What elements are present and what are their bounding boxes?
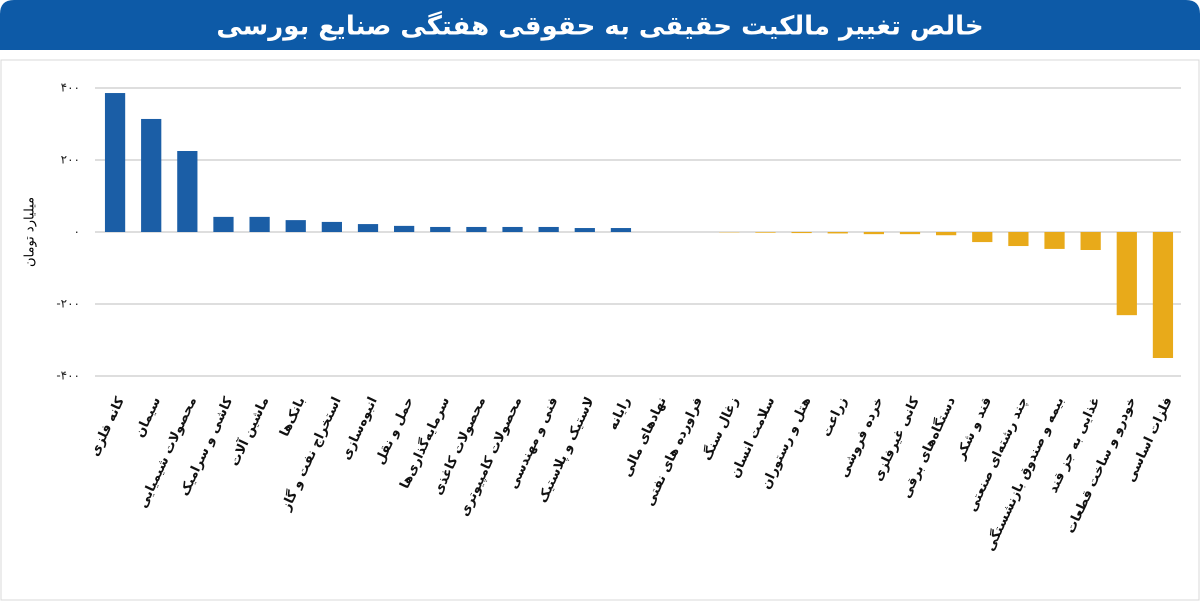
bar xyxy=(755,232,776,233)
y-tick-label: ۴۰۰ xyxy=(61,81,80,95)
chart-title: خالص تغییر مالکیت حقیقی به حقوقی هفتگی ص… xyxy=(216,11,983,42)
bar xyxy=(321,221,342,232)
x-tick-label: رایانه xyxy=(606,395,634,433)
bar xyxy=(466,226,487,232)
bar xyxy=(430,226,451,232)
bar xyxy=(899,232,921,235)
bar xyxy=(538,226,559,232)
x-tick-label: خودرو و ساخت قطعات xyxy=(1063,395,1139,536)
bar xyxy=(791,232,812,234)
x-tick-label: زراعت xyxy=(819,395,850,439)
bar xyxy=(285,220,306,232)
y-tick-label: ۲۰۰ xyxy=(61,153,80,167)
x-tick-label: زغال سنگ xyxy=(699,394,742,463)
bar xyxy=(610,228,632,232)
bar xyxy=(502,226,523,232)
bar xyxy=(177,151,198,232)
bar xyxy=(104,93,126,232)
bar xyxy=(1044,232,1065,249)
x-tick-label: انبوه‌سازی xyxy=(339,395,381,463)
x-tick-label: سیمان xyxy=(132,395,164,440)
bar xyxy=(1008,232,1029,247)
bar xyxy=(863,232,884,235)
plot-frame xyxy=(0,59,1200,601)
bar xyxy=(1116,232,1137,316)
bar xyxy=(394,225,415,232)
bar xyxy=(357,224,379,232)
bar xyxy=(213,216,234,232)
bar xyxy=(972,232,993,243)
bar xyxy=(141,118,162,232)
bar xyxy=(1152,232,1174,358)
y-tick-label: -۴۰۰ xyxy=(56,369,80,383)
bar xyxy=(1080,232,1101,250)
x-tick-label: بانک‌ها xyxy=(277,395,308,439)
bar xyxy=(249,216,270,232)
bar xyxy=(936,232,957,236)
y-axis-label: میلیارد تومان xyxy=(23,197,38,267)
bar xyxy=(574,228,595,232)
y-tick-label: ۰ xyxy=(74,225,80,239)
y-tick-label: -۲۰۰ xyxy=(56,297,80,311)
bar xyxy=(827,232,848,234)
title-bar xyxy=(0,0,1200,50)
x-tick-label: قند و شکر xyxy=(953,395,995,463)
x-tick-label: کانه فلزی xyxy=(87,394,128,458)
